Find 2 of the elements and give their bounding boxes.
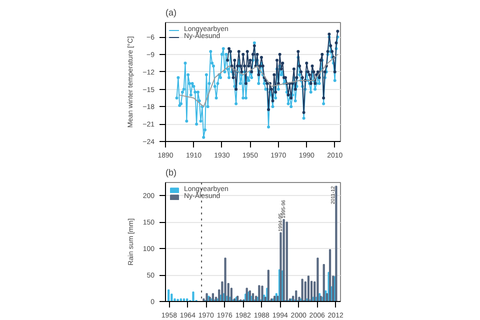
chart-title: (a) <box>166 8 176 18</box>
chart-title: (b) <box>166 168 176 178</box>
